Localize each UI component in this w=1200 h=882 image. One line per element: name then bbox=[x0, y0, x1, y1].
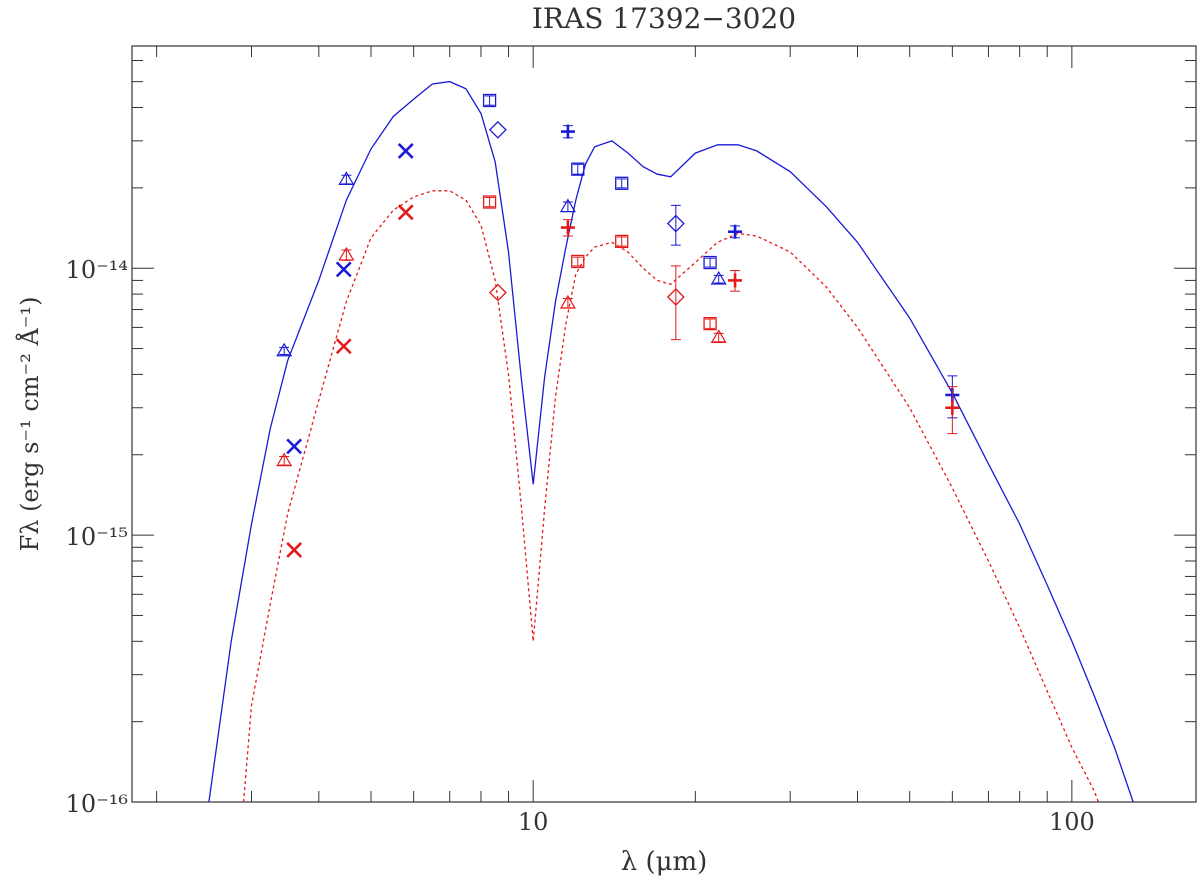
marker-plus-blue bbox=[560, 124, 575, 139]
marker-square-blue bbox=[571, 162, 585, 176]
marker-x-red bbox=[335, 338, 352, 355]
x-tick-label: 100 bbox=[1049, 808, 1095, 836]
marker-triangle-red bbox=[710, 329, 727, 343]
marker-triangle-blue bbox=[710, 270, 727, 285]
marker-x-blue bbox=[397, 143, 414, 159]
marker-diamond-blue bbox=[666, 204, 685, 246]
marker-triangle-red bbox=[559, 294, 576, 309]
data-markers bbox=[276, 93, 960, 558]
marker-plus-red bbox=[945, 386, 960, 435]
x-tick-label: 10 bbox=[518, 808, 549, 836]
model-curve-red bbox=[242, 190, 1100, 803]
marker-square-blue bbox=[703, 255, 717, 270]
marker-triangle-red bbox=[276, 452, 293, 467]
tick-labels: 10 100 10⁻¹⁶ 10⁻¹⁵ 10⁻¹⁴ bbox=[66, 256, 1095, 836]
y-tick-label: 10⁻¹⁶ bbox=[66, 790, 128, 818]
marker-plus-red bbox=[560, 219, 575, 237]
marker-square-red bbox=[482, 195, 497, 209]
marker-diamond-red bbox=[488, 283, 507, 302]
marker-x-blue bbox=[286, 438, 303, 455]
marker-plus-red bbox=[728, 270, 743, 292]
marker-diamond-blue bbox=[488, 120, 507, 139]
marker-triangle-blue bbox=[559, 198, 576, 213]
marker-triangle-blue bbox=[338, 171, 355, 185]
marker-triangle-blue bbox=[276, 342, 293, 357]
chart-title: IRAS 17392−3020 bbox=[532, 2, 796, 35]
plot-frame bbox=[131, 45, 1197, 803]
marker-x-red bbox=[286, 541, 303, 558]
marker-plus-blue bbox=[728, 224, 743, 239]
marker-square-blue bbox=[482, 93, 497, 108]
axis-ticks bbox=[132, 46, 1196, 803]
model-curves bbox=[208, 80, 1134, 803]
marker-square-blue bbox=[615, 176, 629, 190]
y-tick-label: 10⁻¹⁴ bbox=[66, 256, 128, 284]
marker-triangle-red bbox=[338, 246, 355, 261]
y-tick-label: 10⁻¹⁵ bbox=[66, 523, 128, 551]
marker-x-red bbox=[397, 204, 414, 221]
marker-square-red bbox=[615, 234, 629, 249]
marker-square-red bbox=[571, 254, 585, 269]
marker-x-blue bbox=[335, 261, 352, 278]
marker-square-red bbox=[703, 316, 717, 331]
x-axis-label: λ (μm) bbox=[621, 847, 708, 877]
model-curve-blue bbox=[208, 80, 1134, 803]
y-axis-label: Fλ (erg s⁻¹ cm⁻² Å⁻¹) bbox=[15, 297, 44, 552]
marker-diamond-red bbox=[666, 265, 685, 341]
